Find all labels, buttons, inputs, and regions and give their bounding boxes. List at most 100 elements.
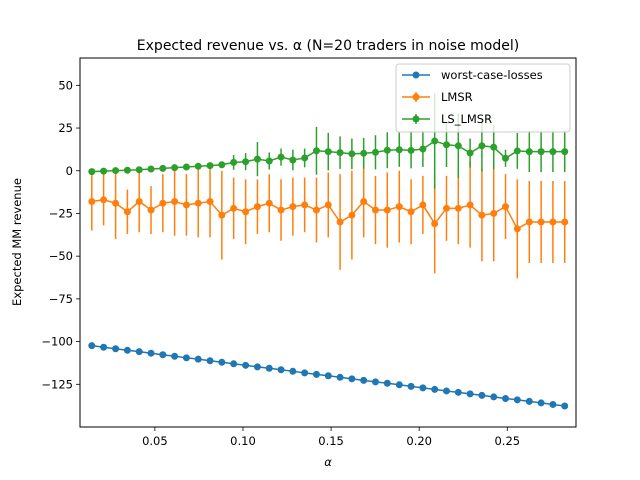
y-tick-label: −100 xyxy=(41,335,73,349)
plot-frame xyxy=(79,57,577,428)
legend-label: worst-case-losses xyxy=(441,68,543,82)
legend-box xyxy=(395,63,571,133)
data-point xyxy=(360,198,368,205)
data-point xyxy=(265,199,273,207)
data-point xyxy=(277,206,285,214)
data-point xyxy=(100,343,108,351)
data-point xyxy=(218,161,226,169)
data-point xyxy=(490,209,498,217)
legend-marker xyxy=(412,115,420,123)
data-point xyxy=(419,145,427,153)
plot-layer xyxy=(88,93,569,410)
data-point xyxy=(466,201,474,209)
data-point xyxy=(561,148,569,156)
data-point xyxy=(123,166,131,174)
data-point xyxy=(513,147,521,155)
data-point xyxy=(324,148,332,156)
y-tick-label: 25 xyxy=(58,121,73,135)
data-point xyxy=(182,163,190,171)
data-point xyxy=(135,198,143,205)
data-point xyxy=(525,148,533,156)
data-point xyxy=(242,208,250,216)
data-point xyxy=(88,342,96,350)
data-point xyxy=(218,358,226,366)
data-point xyxy=(324,372,332,380)
data-point xyxy=(478,211,486,219)
data-point xyxy=(537,399,545,407)
data-point xyxy=(265,157,273,165)
data-point xyxy=(312,206,320,214)
data-point xyxy=(383,206,391,214)
data-point xyxy=(348,211,356,219)
data-point xyxy=(289,367,297,375)
y-tick-label: 0 xyxy=(66,164,73,178)
data-point xyxy=(230,360,238,368)
data-point xyxy=(289,203,297,211)
data-point xyxy=(312,370,320,378)
data-point xyxy=(171,164,179,172)
legend-marker xyxy=(412,93,420,101)
data-point xyxy=(525,397,533,405)
data-point xyxy=(159,351,167,359)
data-point xyxy=(454,204,462,212)
data-point xyxy=(371,378,379,386)
legend-label: LMSR xyxy=(441,90,473,104)
data-point xyxy=(383,146,391,154)
data-point xyxy=(466,390,474,398)
data-point xyxy=(301,201,309,209)
data-point xyxy=(171,198,179,205)
data-point xyxy=(395,203,403,211)
data-point xyxy=(502,394,510,402)
data-point xyxy=(336,149,344,157)
y-tick-label: −75 xyxy=(49,292,73,306)
x-tick-label: 0.25 xyxy=(494,434,520,448)
data-point xyxy=(253,155,261,163)
x-axis-label: α xyxy=(324,455,332,469)
y-tick-label: −125 xyxy=(41,377,73,391)
data-point xyxy=(147,206,155,214)
data-point xyxy=(360,376,368,384)
data-point xyxy=(135,166,143,174)
x-tick-label: 0.20 xyxy=(406,434,432,448)
data-point xyxy=(442,387,450,395)
legend: worst-case-losses LMSR LS_LMSR xyxy=(395,63,571,133)
data-point xyxy=(123,346,131,354)
data-point xyxy=(147,165,155,173)
data-point xyxy=(502,154,510,162)
data-point xyxy=(549,400,557,408)
data-point xyxy=(100,167,108,175)
data-point xyxy=(159,199,167,207)
x-axis-ticks: 0.05 0.10 0.15 0.20 0.25 xyxy=(142,427,520,448)
data-point xyxy=(277,153,285,161)
data-point xyxy=(407,208,415,216)
data-point xyxy=(277,366,285,374)
data-point xyxy=(289,156,297,164)
data-point xyxy=(147,349,155,357)
data-point xyxy=(253,363,261,371)
data-point xyxy=(442,141,450,149)
data-point xyxy=(431,137,439,145)
data-point xyxy=(112,345,120,353)
y-tick-label: −25 xyxy=(49,206,73,220)
data-point xyxy=(419,384,427,392)
series-worst-case-losses xyxy=(88,342,569,410)
legend-label: LS_LMSR xyxy=(441,112,492,126)
data-point xyxy=(194,162,202,170)
data-point xyxy=(206,198,214,205)
data-point xyxy=(407,146,415,154)
data-point xyxy=(490,393,498,401)
data-point xyxy=(513,225,521,233)
data-point xyxy=(324,201,332,209)
data-point xyxy=(395,146,403,154)
data-point xyxy=(218,211,226,219)
series-LMSR xyxy=(88,162,569,279)
x-tick-label: 0.15 xyxy=(318,434,344,448)
data-point xyxy=(230,204,238,212)
data-point xyxy=(206,357,214,365)
data-point xyxy=(466,149,474,157)
data-point xyxy=(454,142,462,150)
data-point xyxy=(442,204,450,212)
y-axis-ticks: −125 −100 −75 −50 −25 0 25 50 xyxy=(41,78,80,391)
data-point xyxy=(230,158,238,166)
